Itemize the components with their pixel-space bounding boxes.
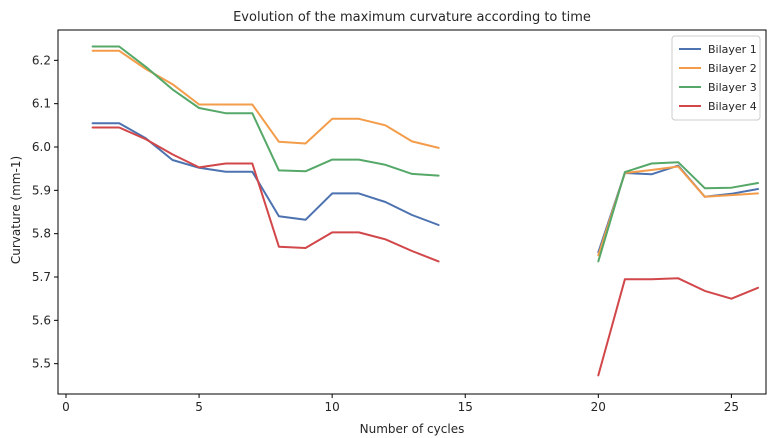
x-tick-label: 0 <box>62 400 70 414</box>
y-tick-label: 5.8 <box>32 227 51 241</box>
y-tick-label: 6.2 <box>32 53 51 67</box>
x-axis-label: Number of cycles <box>360 422 465 436</box>
plot-background <box>58 30 766 394</box>
legend-label: Bilayer 1 <box>708 43 757 56</box>
legend-label: Bilayer 4 <box>708 100 757 113</box>
legend-label: Bilayer 2 <box>708 62 757 75</box>
series-3 <box>91 45 759 263</box>
y-tick-label: 5.7 <box>32 270 51 284</box>
series-3-line-2 <box>597 161 759 263</box>
chart-title: Evolution of the maximum curvature accor… <box>233 10 591 25</box>
x-tick-label: 25 <box>724 400 739 414</box>
y-tick-label: 6.0 <box>32 140 51 154</box>
y-tick-label: 5.6 <box>32 313 51 327</box>
series-3-line-1 <box>91 45 440 177</box>
x-tick-label: 20 <box>591 400 606 414</box>
series-4-line-2 <box>597 277 759 377</box>
series-4 <box>91 126 759 377</box>
legend: Bilayer 1 Bilayer 2 Bilayer 3 Bilayer 4 <box>671 35 761 121</box>
series-4-line-1 <box>91 126 440 263</box>
x-tick-label: 15 <box>458 400 473 414</box>
y-tick-label: 6.1 <box>32 97 51 111</box>
y-axis-label: Curvature (mm-1) <box>9 156 23 264</box>
plot-frame <box>57 29 767 395</box>
y-tick-label: 5.5 <box>32 357 51 371</box>
series-layer <box>91 45 759 377</box>
plot-area <box>58 30 766 394</box>
legend-box <box>671 35 761 121</box>
y-tick-label: 5.9 <box>32 183 51 197</box>
x-tick-label: 10 <box>325 400 340 414</box>
axes-layer: 0 5 10 15 20 25 5.5 5.6 5.7 5.8 5.9 6.0 6.1 6.2 <box>32 29 767 414</box>
legend-label: Bilayer 3 <box>708 81 757 94</box>
x-tick-label: 5 <box>195 400 203 414</box>
